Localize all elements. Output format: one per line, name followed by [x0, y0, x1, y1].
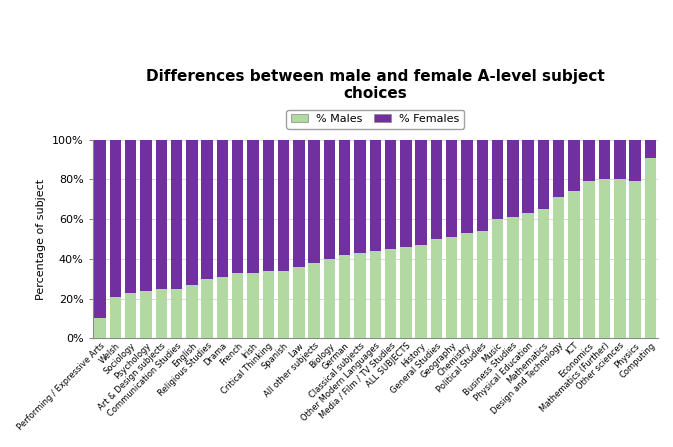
Bar [155, 140, 167, 289]
Bar [645, 140, 656, 158]
Bar [614, 140, 625, 179]
Bar [431, 140, 442, 239]
Bar [278, 271, 289, 338]
Bar [553, 197, 565, 338]
Bar [354, 140, 365, 253]
Bar [507, 217, 518, 338]
Bar [492, 219, 503, 338]
Bar [155, 289, 167, 338]
Title: Differences between male and female A-level subject
choices: Differences between male and female A-le… [146, 69, 604, 101]
Bar [645, 158, 656, 338]
Bar [278, 140, 289, 271]
Bar [232, 273, 244, 338]
Bar [140, 291, 151, 338]
Bar [324, 259, 335, 338]
Bar [476, 140, 488, 231]
Bar [599, 179, 610, 338]
Bar [201, 278, 213, 338]
Bar [400, 247, 412, 338]
Bar [324, 140, 335, 259]
Y-axis label: Percentage of subject: Percentage of subject [36, 178, 46, 299]
Bar [522, 140, 534, 213]
Bar [369, 251, 381, 338]
Bar [385, 140, 396, 249]
Bar [629, 140, 641, 181]
Bar [415, 140, 427, 245]
Bar [583, 140, 595, 181]
Bar [599, 140, 610, 179]
Bar [354, 253, 365, 338]
Bar [308, 140, 320, 263]
Bar [308, 263, 320, 338]
Bar [186, 140, 198, 285]
Bar [400, 140, 412, 247]
Bar [186, 285, 198, 338]
Bar [553, 140, 565, 197]
Bar [247, 140, 258, 273]
Bar [415, 245, 427, 338]
Bar [614, 179, 625, 338]
Bar [94, 318, 106, 338]
Bar [94, 140, 106, 318]
Bar [339, 140, 351, 255]
Bar [339, 255, 351, 338]
Bar [369, 140, 381, 251]
Bar [446, 140, 458, 237]
Bar [385, 249, 396, 338]
Bar [217, 277, 228, 338]
Bar [293, 140, 305, 267]
Bar [583, 181, 595, 338]
Bar [507, 140, 518, 217]
Bar [476, 231, 488, 338]
Bar [262, 271, 274, 338]
Bar [140, 140, 151, 291]
Bar [171, 289, 182, 338]
Bar [293, 267, 305, 338]
Bar [110, 140, 121, 296]
Bar [629, 181, 641, 338]
Bar [461, 140, 472, 233]
Bar [568, 191, 579, 338]
Bar [247, 273, 258, 338]
Bar [446, 237, 458, 338]
Bar [217, 140, 228, 277]
Bar [110, 296, 121, 338]
Bar [568, 140, 579, 191]
Bar [461, 233, 472, 338]
Bar [125, 293, 137, 338]
Bar [262, 140, 274, 271]
Bar [431, 239, 442, 338]
Bar [201, 140, 213, 278]
Bar [125, 140, 137, 293]
Bar [538, 209, 549, 338]
Bar [171, 140, 182, 289]
Legend: % Males, % Females: % Males, % Females [287, 110, 464, 129]
Bar [492, 140, 503, 219]
Bar [522, 213, 534, 338]
Bar [538, 140, 549, 209]
Bar [232, 140, 244, 273]
